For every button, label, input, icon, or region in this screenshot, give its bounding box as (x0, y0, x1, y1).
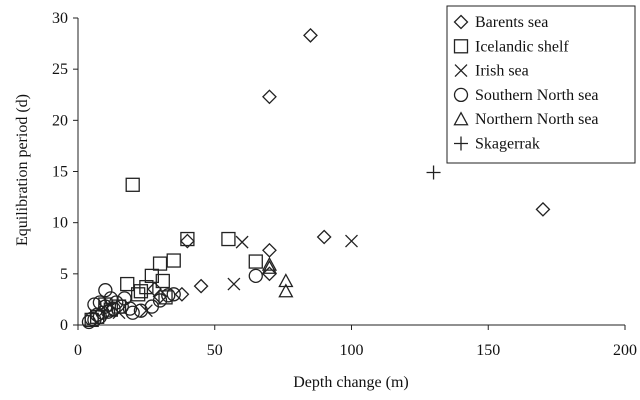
data-point-square (180, 231, 195, 247)
data-point-square (221, 231, 236, 247)
legend-label: Irish sea (475, 63, 529, 80)
legend-entry: Icelandic shelf (453, 38, 569, 55)
y-tick-label: 0 (60, 317, 68, 334)
legend-label: Skagerrak (475, 136, 540, 153)
legend-marker-circle (453, 87, 469, 103)
data-point-triangle (278, 273, 294, 288)
data-point-plus (426, 165, 441, 180)
x-tick-label: 150 (476, 342, 500, 359)
y-tick-label: 15 (52, 164, 68, 181)
data-point-diamond (262, 266, 277, 282)
data-point-circle (125, 305, 140, 320)
data-point-square (248, 254, 263, 269)
data-point-circle (166, 287, 181, 302)
data-point-circle (248, 268, 263, 284)
data-point-circle (152, 293, 168, 308)
data-point-square (139, 279, 154, 295)
y-tick-label: 30 (52, 10, 68, 27)
legend-entry: Northern North sea (453, 111, 599, 128)
data-point-square (166, 253, 181, 268)
legend: Barents sea Icelandic shelf Irish sea South… (446, 5, 636, 164)
data-point-square (131, 287, 146, 302)
series-circle (81, 268, 263, 330)
legend-entry: Southern North sea (453, 87, 599, 104)
data-point-circle (98, 283, 113, 298)
data-point-square (125, 177, 140, 192)
series-x (98, 234, 358, 320)
data-point-triangle (261, 259, 278, 274)
legend-box (446, 5, 636, 164)
legend-marker-triangle (453, 111, 469, 126)
data-point-circle (92, 309, 108, 324)
data-point-square (120, 276, 135, 292)
legend-entry: Irish sea (454, 63, 529, 80)
data-point-diamond (262, 242, 277, 258)
data-point-circle (100, 304, 116, 319)
x-tick-label: 0 (74, 342, 82, 359)
data-point-square (155, 273, 170, 289)
data-point-square (144, 268, 159, 284)
data-point-square (152, 256, 168, 271)
legend-marker-x (454, 64, 468, 78)
data-point-diamond (316, 229, 332, 245)
data-point-square (133, 284, 149, 299)
legend-label: Southern North sea (475, 87, 599, 104)
data-point-diamond (193, 278, 209, 294)
legend-marker-square (453, 39, 469, 54)
legend-marker-plus (454, 136, 468, 151)
data-point-x (345, 234, 358, 248)
data-points (81, 27, 551, 330)
legend-marker-diamond (453, 14, 469, 30)
legend-label: Barents sea (475, 14, 548, 31)
legend-entry: Barents sea (453, 14, 548, 31)
data-point-triangle (261, 256, 278, 271)
x-tick-label: 200 (613, 342, 637, 359)
data-point-triangle (278, 283, 294, 298)
x-tick-label: 50 (207, 342, 223, 359)
y-axis-title: Equilibration period (d) (14, 94, 31, 246)
data-point-circle (161, 288, 176, 303)
y-tick-label: 10 (52, 215, 68, 232)
data-point-diamond (535, 201, 551, 217)
data-point-diamond (174, 286, 190, 302)
series-plus (426, 165, 441, 180)
legend-entry: Skagerrak (454, 136, 540, 153)
data-point-x (227, 277, 241, 291)
y-tick-label: 25 (52, 61, 68, 78)
x-tick-label: 100 (340, 342, 364, 359)
data-point-circle (117, 291, 132, 306)
data-point-diamond (152, 288, 168, 304)
series-triangle (261, 256, 294, 298)
y-tick-label: 20 (52, 112, 68, 129)
legend-label: Icelandic shelf (475, 38, 569, 55)
legend-label: Northern North sea (475, 111, 599, 128)
axes: 0 50 100 150 200 0 5 10 15 20 25 30 (52, 10, 637, 359)
x-axis-title: Depth change (m) (293, 374, 409, 391)
y-tick-label: 5 (60, 266, 68, 283)
data-point-diamond (303, 27, 318, 43)
data-point-x (235, 235, 249, 249)
data-point-diamond (262, 89, 277, 105)
data-point-circle (109, 295, 124, 310)
data-point-diamond (179, 233, 195, 249)
